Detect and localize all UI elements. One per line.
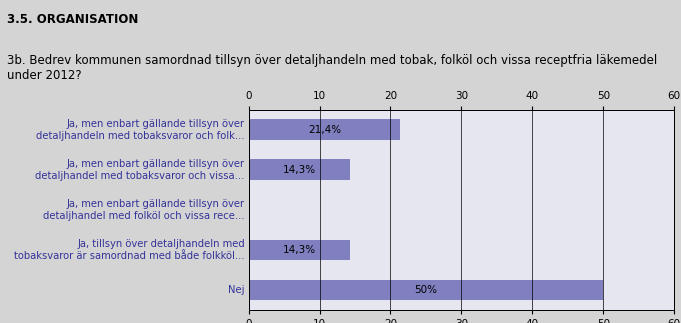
Text: 3b. Bedrev kommunen samordnad tillsyn över detaljhandeln med tobak, folköl och v: 3b. Bedrev kommunen samordnad tillsyn öv…	[7, 54, 657, 82]
Text: Ja, men enbart gällande tillsyn över
detaljhandel med folköl och vissa rece...: Ja, men enbart gällande tillsyn över det…	[43, 199, 245, 221]
Bar	[249, 120, 400, 140]
Bar	[249, 240, 350, 260]
Text: 14,3%: 14,3%	[283, 165, 316, 175]
Text: Ja, men enbart gällande tillsyn över
detaljhandeln med tobaksvaror och folk...: Ja, men enbart gällande tillsyn över det…	[36, 119, 245, 141]
Text: Nej: Nej	[228, 285, 245, 295]
Text: 3.5. ORGANISATION: 3.5. ORGANISATION	[7, 13, 138, 26]
Text: 50%: 50%	[415, 285, 437, 295]
Text: 21,4%: 21,4%	[308, 125, 341, 135]
Bar	[249, 160, 350, 180]
Text: Ja, men enbart gällande tillsyn över
detaljhandel med tobaksvaror och vissa...: Ja, men enbart gällande tillsyn över det…	[35, 159, 245, 181]
Bar	[249, 280, 603, 300]
Text: Ja, tillsyn över detaljhandeln med
tobaksvaror är samordnad med både folkköl...: Ja, tillsyn över detaljhandeln med tobak…	[14, 239, 245, 261]
Text: 14,3%: 14,3%	[283, 245, 316, 255]
